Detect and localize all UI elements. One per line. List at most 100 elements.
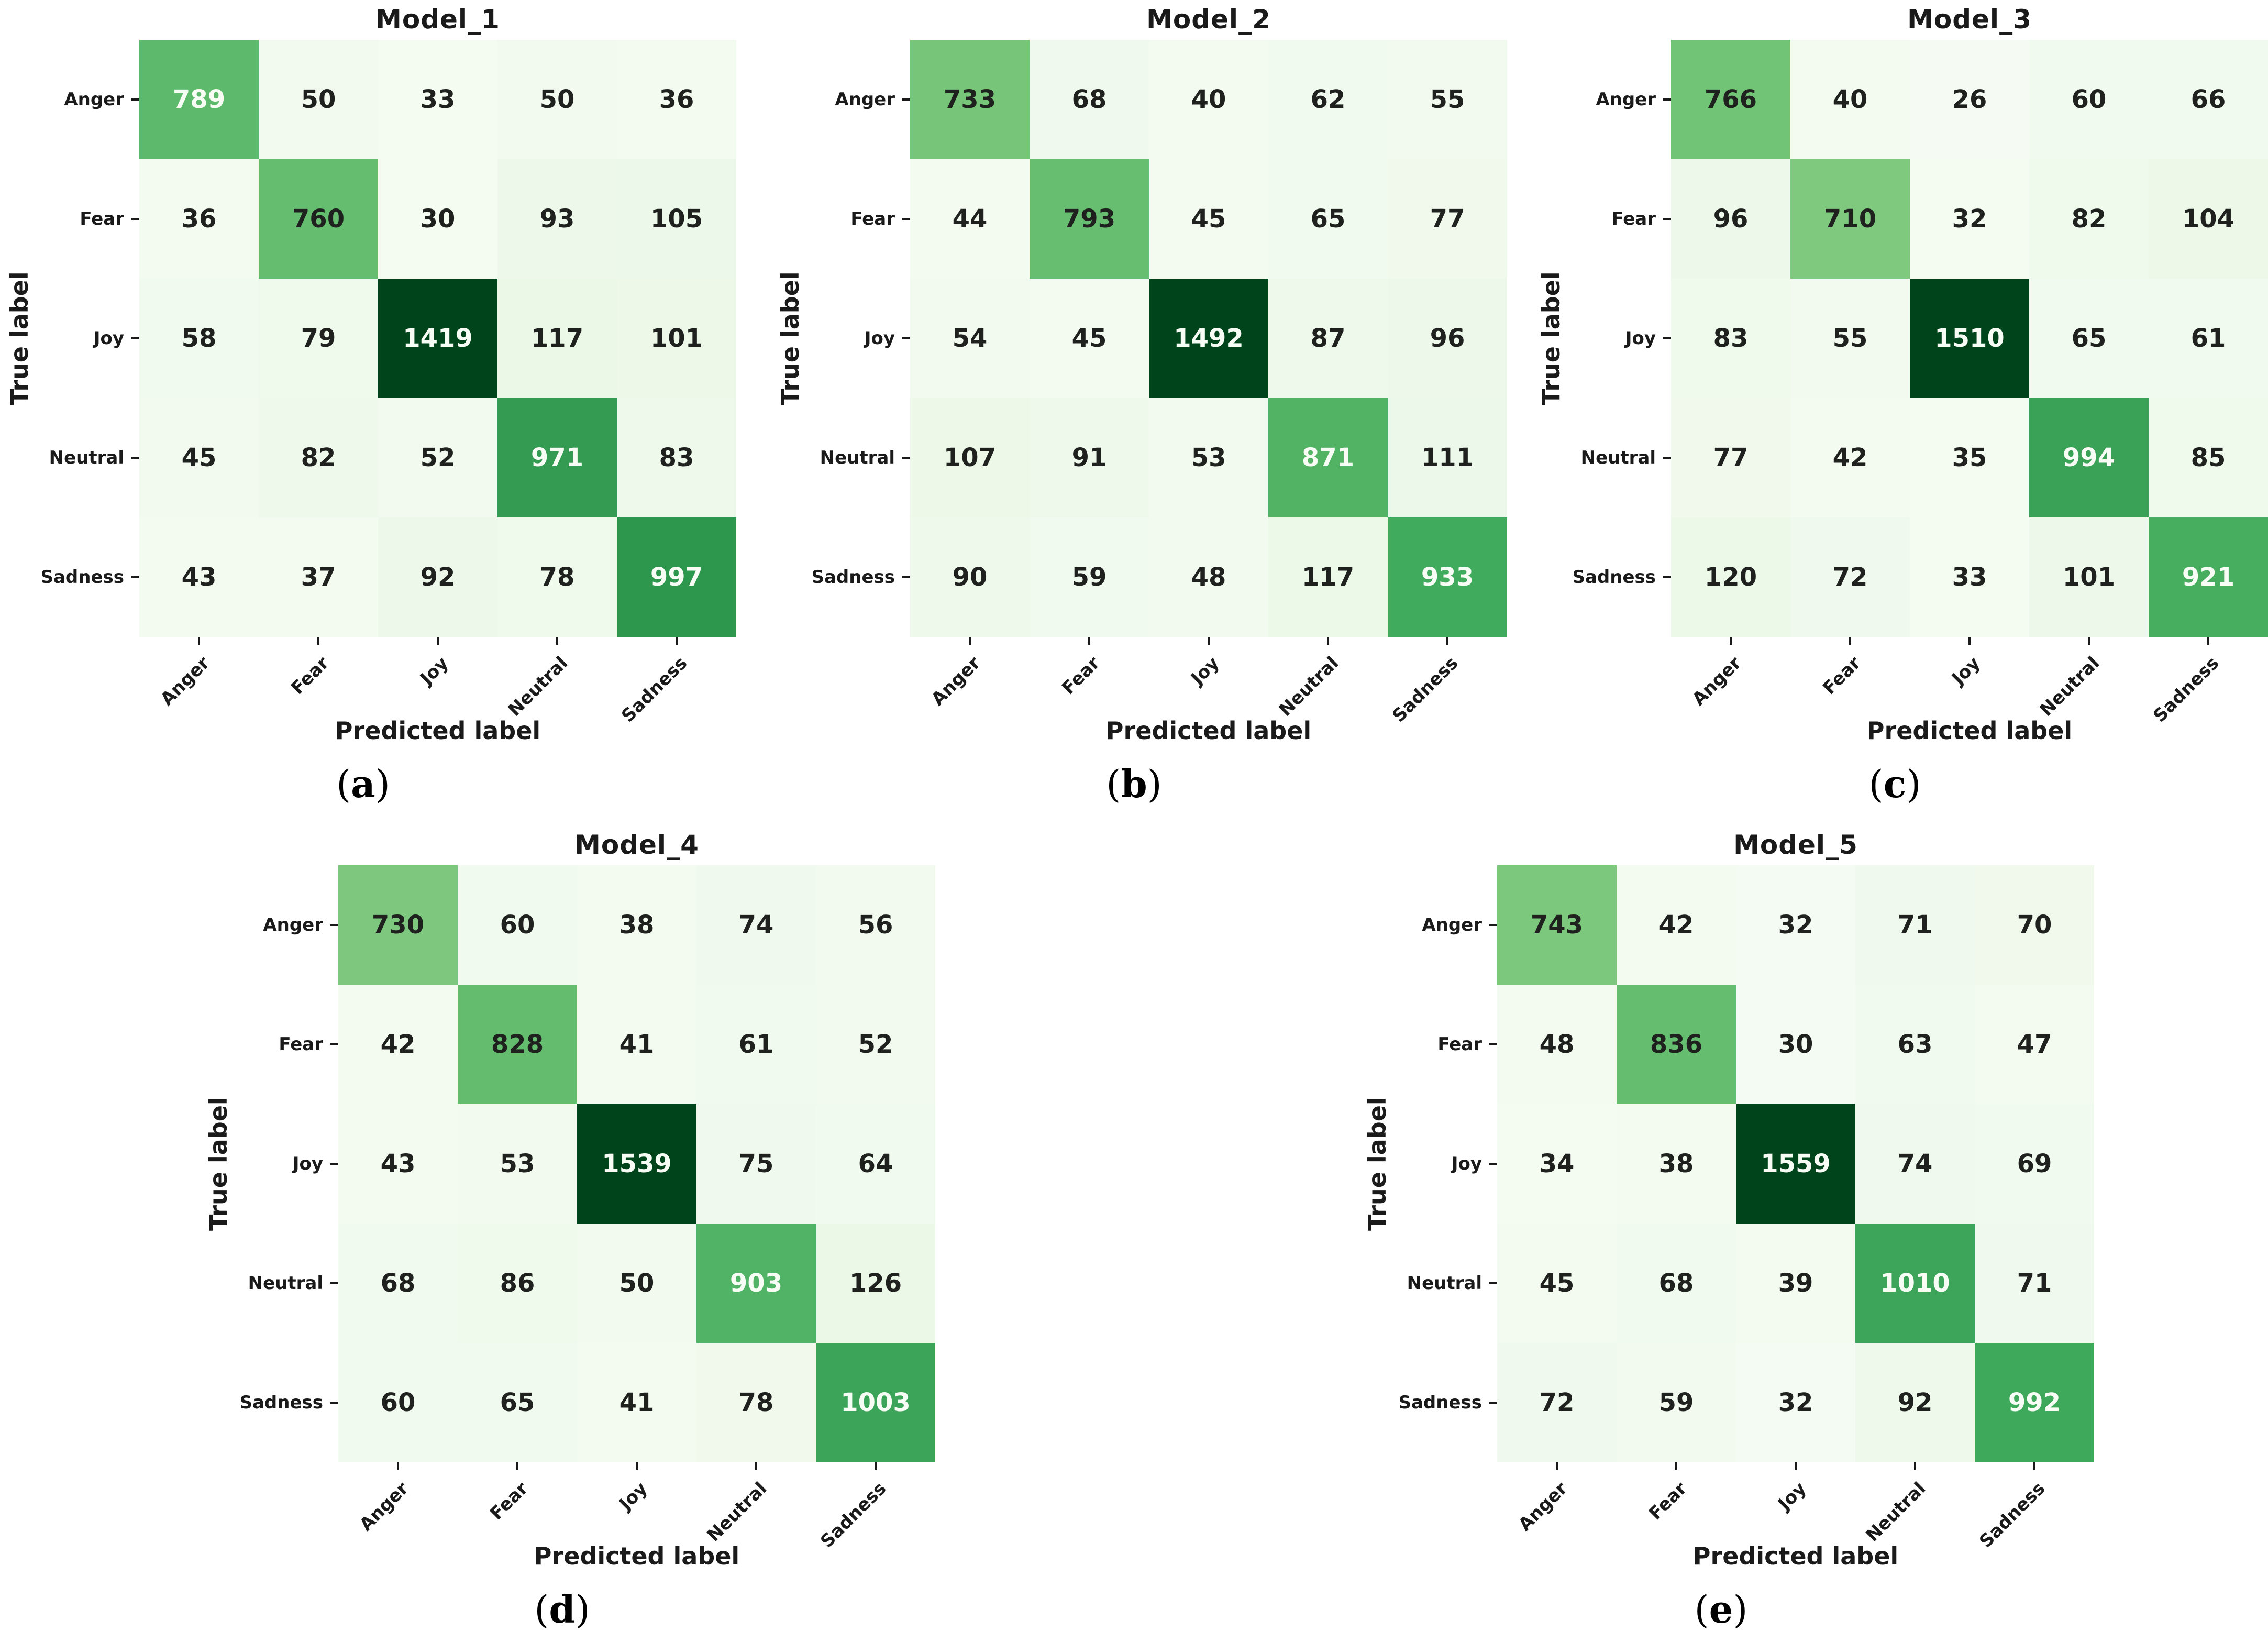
matrix-cell: 93 [497, 159, 617, 279]
matrix-cell: 54 [910, 279, 1030, 398]
subfigure-label: (a) [0, 762, 736, 806]
matrix-cell: 64 [816, 1104, 935, 1224]
panel-title: Model_4 [574, 830, 699, 860]
x-tick-mark [437, 637, 439, 645]
matrix-cell: 71 [1975, 1224, 2094, 1343]
x-tick-label: Joy [416, 653, 453, 689]
x-tick-label: Fear [1819, 653, 1865, 699]
matrix-cell: 72 [1790, 517, 1910, 637]
x-tick-mark [1088, 637, 1090, 645]
panel-model-3: Model_3 True label 766 40 26 60 66 96 710 32 82 1… [1522, 3, 2268, 899]
y-tick-label: Neutral [49, 447, 124, 468]
matrix-cell: 50 [259, 40, 378, 159]
matrix-cell: 42 [338, 985, 458, 1104]
y-tick-mark [902, 218, 910, 220]
matrix-cell: 39 [1736, 1224, 1855, 1343]
x-tick-mark [875, 1462, 877, 1470]
matrix-cell: 68 [1617, 1224, 1736, 1343]
matrix-cell: 96 [1671, 159, 1790, 279]
subfigure-label-text: ( [1868, 762, 1884, 806]
matrix-cell: 62 [1268, 40, 1388, 159]
matrix-cell: 77 [1388, 159, 1507, 279]
y-tick-mark [902, 576, 910, 578]
matrix-cell: 30 [1736, 985, 1855, 1104]
matrix-cell: 1003 [816, 1343, 935, 1462]
y-tick-mark [1489, 1282, 1497, 1284]
x-tick-label: Neutral [1275, 653, 1343, 721]
x-tick-mark [1556, 1462, 1558, 1470]
x-tick-mark [317, 637, 319, 645]
subfigure-label-text: b [1121, 762, 1147, 806]
x-tick-label: Anger [1688, 653, 1746, 710]
matrix-cell: 60 [338, 1343, 458, 1462]
matrix-cell: 992 [1975, 1343, 2094, 1462]
x-tick-label: Anger [355, 1478, 413, 1536]
y-tick-mark [330, 1282, 338, 1284]
matrix-cell: 38 [1617, 1104, 1736, 1224]
matrix-cell: 789 [139, 40, 259, 159]
y-tick-label: Neutral [248, 1273, 323, 1294]
matrix-cell: 105 [617, 159, 736, 279]
subfigure-label-text: a [351, 762, 375, 806]
y-tick-mark [1489, 1043, 1497, 1045]
matrix-cell: 760 [259, 159, 378, 279]
x-tick-mark [1208, 637, 1210, 645]
matrix-cell: 96 [1388, 279, 1507, 398]
x-tick-label: Fear [486, 1478, 533, 1525]
matrix-cell: 68 [338, 1224, 458, 1343]
y-tick-label: Fear [850, 208, 895, 229]
y-tick-label: Sadness [40, 567, 124, 588]
matrix-cell: 83 [617, 398, 736, 517]
matrix-cell: 91 [1030, 398, 1149, 517]
x-tick-label: Neutral [1862, 1478, 1930, 1546]
x-tick-label: Sadness [816, 1478, 891, 1552]
matrix-cell: 44 [910, 159, 1030, 279]
panel-title: Model_5 [1733, 830, 1858, 860]
matrix-cell: 710 [1790, 159, 1910, 279]
matrix-cell: 994 [2029, 398, 2149, 517]
subfigure-label-text: ) [575, 1588, 590, 1632]
confusion-matrix-grid: 766 40 26 60 66 96 710 32 82 104 83 55 1510 65 61 77 42 3… [1671, 40, 2268, 637]
matrix-cell: 126 [816, 1224, 935, 1343]
matrix-cell: 55 [1790, 279, 1910, 398]
matrix-cell: 48 [1497, 985, 1617, 1104]
matrix-cell: 871 [1268, 398, 1388, 517]
subfigure-label-text: ( [1106, 762, 1121, 806]
matrix-cell: 74 [696, 865, 816, 985]
x-axis-label: Predicted label [534, 1542, 740, 1570]
matrix-cell: 104 [2149, 159, 2268, 279]
confusion-matrix-grid: 743 42 32 71 70 48 836 30 63 47 34 38 1559 74 69 45 68 39… [1497, 865, 2094, 1462]
matrix-cell: 101 [2029, 517, 2149, 637]
matrix-cell: 32 [1736, 1343, 1855, 1462]
x-tick-label: Neutral [2035, 653, 2104, 721]
matrix-cell: 30 [378, 159, 497, 279]
matrix-cell: 43 [139, 517, 259, 637]
y-tick-mark [902, 98, 910, 101]
matrix-cell: 61 [696, 985, 816, 1104]
matrix-cell: 47 [1975, 985, 2094, 1104]
matrix-cell: 65 [2029, 279, 2149, 398]
x-tick-mark [1914, 1462, 1916, 1470]
matrix-cell: 50 [577, 1224, 696, 1343]
matrix-cell: 33 [1910, 517, 2029, 637]
x-tick-label: Fear [1645, 1478, 1691, 1525]
y-tick-mark [330, 1043, 338, 1045]
matrix-cell: 1559 [1736, 1104, 1855, 1224]
y-tick-label: Neutral [1580, 447, 1656, 468]
subfigure-label-text: ) [1906, 762, 1921, 806]
x-tick-label: Joy [1774, 1478, 1811, 1515]
matrix-cell: 117 [497, 279, 617, 398]
x-axis-label: Predicted label [1692, 1542, 1899, 1570]
matrix-cell: 65 [458, 1343, 577, 1462]
matrix-cell: 38 [577, 865, 696, 985]
y-tick-mark [1663, 576, 1671, 578]
matrix-cell: 971 [497, 398, 617, 517]
x-tick-mark [1968, 637, 1971, 645]
matrix-cell: 42 [1790, 398, 1910, 517]
matrix-cell: 63 [1855, 985, 1975, 1104]
matrix-cell: 828 [458, 985, 577, 1104]
matrix-cell: 733 [910, 40, 1030, 159]
matrix-cell: 33 [378, 40, 497, 159]
x-tick-mark [755, 1462, 757, 1470]
subfigure-label-text: ( [534, 1588, 549, 1632]
